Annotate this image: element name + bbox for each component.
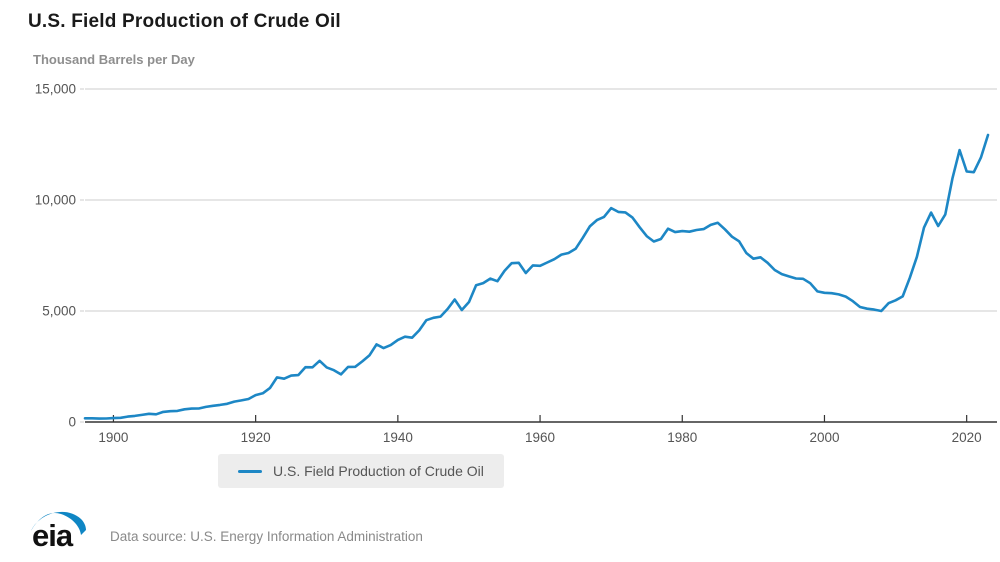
y-axis-label: 15,000 bbox=[35, 82, 76, 97]
production-line-chart[interactable]: 0 5,000 10,000 15,000 1900 1920 1940 1960 1980 20… bbox=[0, 0, 1000, 450]
x-axis-label: 1920 bbox=[241, 430, 271, 445]
legend-item[interactable]: U.S. Field Production of Crude Oil bbox=[218, 454, 504, 488]
x-axis-label: 2020 bbox=[952, 430, 982, 445]
y-axis-label: 5,000 bbox=[42, 304, 76, 319]
eia-logo-swoosh-icon bbox=[31, 511, 86, 535]
y-axis-unit-label: Thousand Barrels per Day bbox=[33, 52, 195, 67]
y-axis-label: 0 bbox=[68, 415, 76, 430]
x-axis-label: 1960 bbox=[525, 430, 555, 445]
eia-logo: eia bbox=[31, 511, 86, 552]
data-source-text: Data source: U.S. Energy Information Adm… bbox=[110, 529, 423, 544]
series-line-crude-oil-production[interactable] bbox=[83, 133, 990, 420]
x-axis-label: 1900 bbox=[98, 430, 128, 445]
x-axis-label: 1940 bbox=[383, 430, 413, 445]
legend-line-icon bbox=[238, 469, 262, 473]
x-axis-label: 2000 bbox=[809, 430, 839, 445]
legend-label: U.S. Field Production of Crude Oil bbox=[273, 463, 484, 479]
page-title: U.S. Field Production of Crude Oil bbox=[28, 11, 341, 32]
eia-logo-text: eia bbox=[32, 518, 74, 552]
x-axis-label: 1980 bbox=[667, 430, 697, 445]
y-axis-label: 10,000 bbox=[35, 193, 76, 208]
